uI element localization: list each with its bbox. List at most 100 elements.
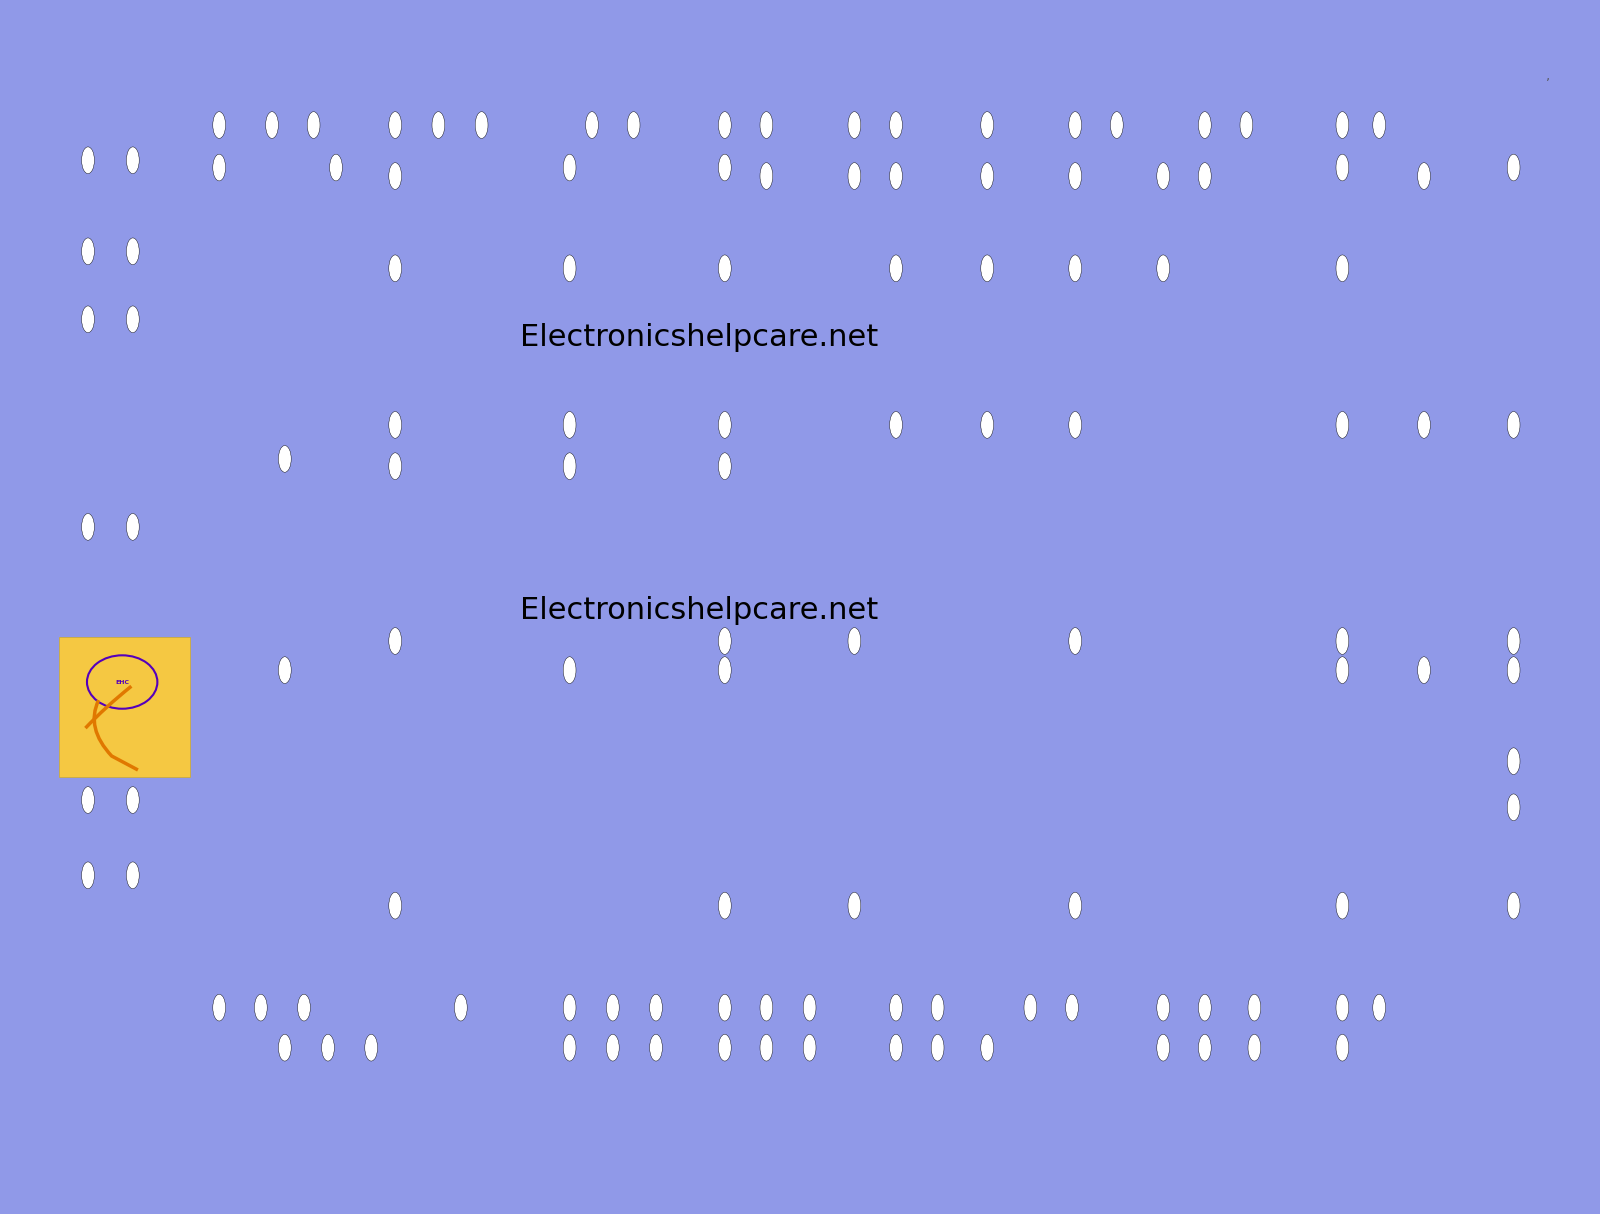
Ellipse shape — [1157, 163, 1170, 189]
Ellipse shape — [82, 862, 94, 889]
Ellipse shape — [126, 306, 139, 333]
Ellipse shape — [365, 1034, 378, 1061]
Ellipse shape — [563, 453, 576, 480]
Ellipse shape — [848, 163, 861, 189]
Ellipse shape — [890, 1034, 902, 1061]
Ellipse shape — [82, 787, 94, 813]
Ellipse shape — [890, 412, 902, 438]
Ellipse shape — [278, 1034, 291, 1061]
Ellipse shape — [266, 112, 278, 138]
Ellipse shape — [1373, 112, 1386, 138]
Ellipse shape — [718, 112, 731, 138]
Ellipse shape — [82, 147, 94, 174]
Text: Electronicshelpcare.net: Electronicshelpcare.net — [520, 596, 878, 625]
Ellipse shape — [718, 1034, 731, 1061]
Ellipse shape — [1418, 657, 1430, 683]
Ellipse shape — [1373, 994, 1386, 1021]
Ellipse shape — [82, 703, 94, 730]
Ellipse shape — [389, 453, 402, 480]
Ellipse shape — [389, 628, 402, 654]
Ellipse shape — [307, 112, 320, 138]
Ellipse shape — [627, 112, 640, 138]
Ellipse shape — [1248, 994, 1261, 1021]
Ellipse shape — [475, 112, 488, 138]
Ellipse shape — [563, 657, 576, 683]
Ellipse shape — [1507, 748, 1520, 775]
Ellipse shape — [803, 1034, 816, 1061]
Ellipse shape — [82, 238, 94, 265]
Ellipse shape — [126, 147, 139, 174]
Ellipse shape — [278, 446, 291, 472]
Ellipse shape — [718, 994, 731, 1021]
Text: Electronicshelpcare.net: Electronicshelpcare.net — [520, 323, 878, 352]
Ellipse shape — [454, 994, 467, 1021]
Ellipse shape — [848, 892, 861, 919]
Ellipse shape — [760, 112, 773, 138]
Ellipse shape — [1507, 892, 1520, 919]
Ellipse shape — [1110, 112, 1123, 138]
Ellipse shape — [432, 112, 445, 138]
Ellipse shape — [126, 238, 139, 265]
Ellipse shape — [718, 154, 731, 181]
Ellipse shape — [1198, 1034, 1211, 1061]
Ellipse shape — [1069, 628, 1082, 654]
Ellipse shape — [1248, 1034, 1261, 1061]
Ellipse shape — [1157, 994, 1170, 1021]
Ellipse shape — [563, 255, 576, 282]
Ellipse shape — [563, 1034, 576, 1061]
Ellipse shape — [1336, 994, 1349, 1021]
Ellipse shape — [1240, 112, 1253, 138]
Ellipse shape — [1024, 994, 1037, 1021]
Ellipse shape — [1157, 1034, 1170, 1061]
Ellipse shape — [1198, 112, 1211, 138]
Text: ʼ: ʼ — [1546, 78, 1549, 90]
Ellipse shape — [1336, 412, 1349, 438]
Ellipse shape — [1418, 412, 1430, 438]
Ellipse shape — [1069, 412, 1082, 438]
Ellipse shape — [606, 994, 619, 1021]
Ellipse shape — [848, 628, 861, 654]
Ellipse shape — [650, 1034, 662, 1061]
Ellipse shape — [718, 453, 731, 480]
Ellipse shape — [389, 163, 402, 189]
Ellipse shape — [254, 994, 267, 1021]
Ellipse shape — [298, 994, 310, 1021]
Ellipse shape — [1418, 163, 1430, 189]
Ellipse shape — [760, 994, 773, 1021]
Ellipse shape — [1507, 628, 1520, 654]
Ellipse shape — [718, 628, 731, 654]
Ellipse shape — [389, 255, 402, 282]
Ellipse shape — [848, 112, 861, 138]
Ellipse shape — [278, 657, 291, 683]
Ellipse shape — [1069, 163, 1082, 189]
Ellipse shape — [213, 112, 226, 138]
Ellipse shape — [890, 163, 902, 189]
Ellipse shape — [389, 112, 402, 138]
Ellipse shape — [1198, 994, 1211, 1021]
Ellipse shape — [760, 1034, 773, 1061]
Ellipse shape — [1507, 154, 1520, 181]
Ellipse shape — [981, 1034, 994, 1061]
Ellipse shape — [1069, 112, 1082, 138]
Ellipse shape — [890, 994, 902, 1021]
Ellipse shape — [389, 412, 402, 438]
Ellipse shape — [1198, 163, 1211, 189]
Ellipse shape — [931, 1034, 944, 1061]
Ellipse shape — [563, 994, 576, 1021]
Ellipse shape — [1157, 255, 1170, 282]
Ellipse shape — [213, 154, 226, 181]
Ellipse shape — [718, 412, 731, 438]
Ellipse shape — [606, 1034, 619, 1061]
Ellipse shape — [126, 514, 139, 540]
Ellipse shape — [718, 657, 731, 683]
Ellipse shape — [82, 306, 94, 333]
Ellipse shape — [718, 892, 731, 919]
Ellipse shape — [890, 255, 902, 282]
Ellipse shape — [1069, 255, 1082, 282]
Ellipse shape — [322, 1034, 334, 1061]
Ellipse shape — [890, 112, 902, 138]
Ellipse shape — [718, 255, 731, 282]
Ellipse shape — [981, 112, 994, 138]
Ellipse shape — [1336, 657, 1349, 683]
Ellipse shape — [760, 163, 773, 189]
